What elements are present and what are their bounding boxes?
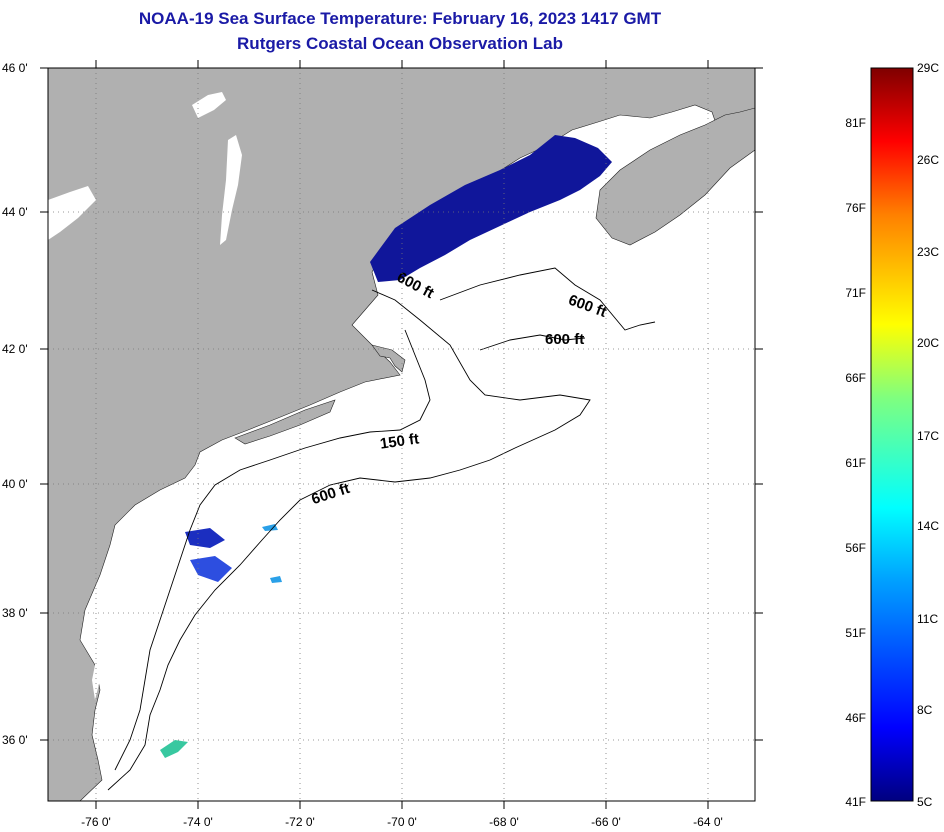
- axis-ticks: [40, 60, 763, 809]
- cool-water-patch: [262, 524, 278, 531]
- colorbar-f-label: 41F: [845, 795, 866, 809]
- colorbar-c-label: 23C: [917, 245, 939, 259]
- lake: [220, 135, 242, 245]
- map-subtitle: Rutgers Coastal Ocean Observation Lab: [237, 34, 563, 53]
- lat-label: 46 0': [2, 61, 28, 75]
- chesapeake-bay: [92, 560, 122, 700]
- lake: [48, 186, 96, 240]
- lon-label: -76 0': [81, 815, 111, 829]
- north-america-land: [48, 68, 755, 801]
- long-island-land: [234, 399, 336, 445]
- colorbar-f-label: 61F: [845, 456, 866, 470]
- colorbar-f-label: 56F: [845, 541, 866, 555]
- lon-label: -66 0': [591, 815, 621, 829]
- lat-label: 40 0': [2, 477, 28, 491]
- nova-scotia-land: [595, 107, 755, 246]
- colorbar-f-label: 76F: [845, 201, 866, 215]
- lat-label: 38 0': [2, 606, 28, 620]
- cold-water-band: [370, 135, 612, 282]
- lake: [192, 92, 226, 118]
- colorbar-f-label: 46F: [845, 711, 866, 725]
- lat-label: 44 0': [2, 205, 28, 219]
- colorbar-c-label: 11C: [917, 612, 938, 626]
- contour-label-150ft: 150 ft: [379, 430, 420, 452]
- colorbar-f-label: 81F: [845, 116, 866, 130]
- lat-label: 36 0': [2, 733, 28, 747]
- colorbar-f-label: 71F: [845, 286, 866, 300]
- cool-water-patch: [270, 576, 282, 583]
- cool-water-patch: [190, 556, 232, 582]
- cold-water-patch: [185, 528, 225, 548]
- lon-label: -68 0': [489, 815, 519, 829]
- contour-label-600ft: 600 ft: [545, 331, 584, 348]
- temperature-colorbar: [870, 67, 914, 802]
- lat-label: 42 0': [2, 342, 28, 356]
- lon-label: -70 0': [387, 815, 417, 829]
- map-title: NOAA-19 Sea Surface Temperature: Februar…: [138, 9, 662, 28]
- bathymetry-contours: [107, 267, 656, 791]
- cool-water-patch: [160, 740, 188, 758]
- delaware-bay: [145, 500, 165, 540]
- colorbar-c-label: 20C: [917, 336, 939, 350]
- cape-cod-land: [371, 344, 406, 373]
- colorbar-c-label: 14C: [917, 519, 939, 533]
- colorbar-c-label: 26C: [917, 153, 939, 167]
- colorbar-c-label: 17C: [917, 429, 939, 443]
- colorbar-c-label: 29C: [917, 61, 939, 75]
- lon-label: -64 0': [693, 815, 723, 829]
- lon-label: -72 0': [285, 815, 315, 829]
- colorbar-c-label: 8C: [917, 703, 933, 717]
- colorbar-f-label: 66F: [845, 371, 866, 385]
- grid-lines: [48, 68, 755, 801]
- lon-label: -74 0': [183, 815, 213, 829]
- colorbar-c-label: 5C: [917, 795, 933, 809]
- colorbar-f-label: 51F: [845, 626, 866, 640]
